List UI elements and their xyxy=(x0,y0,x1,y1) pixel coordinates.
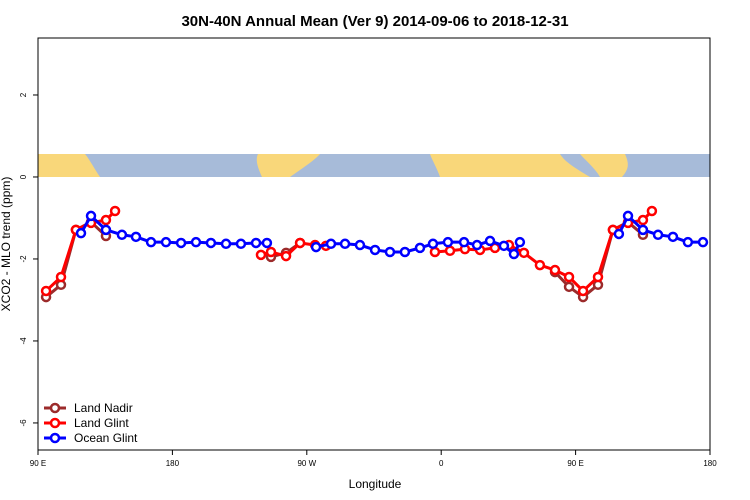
point xyxy=(75,227,87,239)
point xyxy=(514,236,526,248)
point xyxy=(498,240,510,252)
y-axis-label: XCO2 - MLO trend (ppm) xyxy=(0,177,13,312)
x-tick-label: 0 xyxy=(439,459,444,468)
point xyxy=(637,214,649,226)
x-tick-label: 90 E xyxy=(30,459,46,468)
point xyxy=(427,238,439,250)
point xyxy=(175,237,187,249)
point xyxy=(55,271,67,283)
chart-title: 30N-40N Annual Mean (Ver 9) 2014-09-06 t… xyxy=(181,13,568,30)
point xyxy=(310,241,322,253)
point xyxy=(577,285,589,297)
legend-label: Ocean Glint xyxy=(74,431,138,445)
point xyxy=(250,237,262,249)
point xyxy=(652,229,664,241)
point xyxy=(442,236,454,248)
land-area xyxy=(256,154,320,177)
point xyxy=(458,236,470,248)
point xyxy=(399,246,411,258)
point xyxy=(205,237,217,249)
point xyxy=(697,236,709,248)
land-area xyxy=(430,154,590,177)
point xyxy=(592,271,604,283)
point xyxy=(429,246,441,258)
y-tick-label: -4 xyxy=(19,337,28,345)
y-tick-label: 0 xyxy=(19,174,28,179)
point xyxy=(339,238,351,250)
point xyxy=(613,228,625,240)
point xyxy=(160,236,172,248)
point xyxy=(100,214,112,226)
x-tick-label: 180 xyxy=(703,459,717,468)
point xyxy=(354,239,366,251)
point xyxy=(116,229,128,241)
point xyxy=(265,246,277,258)
point xyxy=(255,249,267,261)
point xyxy=(294,237,306,249)
y-tick-label: -6 xyxy=(19,419,28,427)
legend-label: Land Nadir xyxy=(74,401,133,415)
x-tick-label: 90 W xyxy=(297,459,316,468)
point xyxy=(130,231,142,243)
x-tick-label: 180 xyxy=(166,459,180,468)
point xyxy=(261,237,273,249)
point xyxy=(667,231,679,243)
legend-marker xyxy=(49,432,61,444)
point xyxy=(534,259,546,271)
point xyxy=(518,247,530,259)
point xyxy=(145,236,157,248)
point xyxy=(508,248,520,260)
x-tick-label: 90 E xyxy=(567,459,583,468)
point xyxy=(444,245,456,257)
point xyxy=(484,235,496,247)
point xyxy=(637,224,649,236)
point xyxy=(682,236,694,248)
legend-marker xyxy=(49,402,61,414)
point xyxy=(40,285,52,297)
x-axis-label: Longitude xyxy=(349,477,402,491)
map-band xyxy=(38,154,710,177)
point xyxy=(549,264,561,276)
point xyxy=(85,210,97,222)
point xyxy=(563,271,575,283)
land-area xyxy=(38,154,100,177)
point xyxy=(325,238,337,250)
land-area xyxy=(580,154,628,177)
point xyxy=(280,250,292,262)
point xyxy=(622,210,634,222)
legend-marker xyxy=(49,417,61,429)
point xyxy=(109,205,121,217)
point xyxy=(235,238,247,250)
y-tick-label: -2 xyxy=(19,255,28,263)
point xyxy=(471,239,483,251)
legend-label: Land Glint xyxy=(74,416,129,430)
point xyxy=(384,246,396,258)
point xyxy=(646,205,658,217)
point xyxy=(563,281,575,293)
point xyxy=(369,244,381,256)
plot-frame xyxy=(37,37,711,451)
point xyxy=(220,238,232,250)
point xyxy=(100,224,112,236)
y-tick-label: 2 xyxy=(19,92,28,97)
point xyxy=(414,242,426,254)
point xyxy=(190,236,202,248)
